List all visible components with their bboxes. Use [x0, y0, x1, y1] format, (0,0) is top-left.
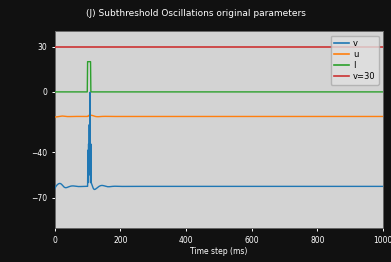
Text: (J) Subthreshold Oscillations original parameters: (J) Subthreshold Oscillations original p…: [86, 9, 305, 18]
X-axis label: Time step (ms): Time step (ms): [190, 247, 248, 256]
Legend: v, u, I, v=30: v, u, I, v=30: [330, 36, 379, 85]
